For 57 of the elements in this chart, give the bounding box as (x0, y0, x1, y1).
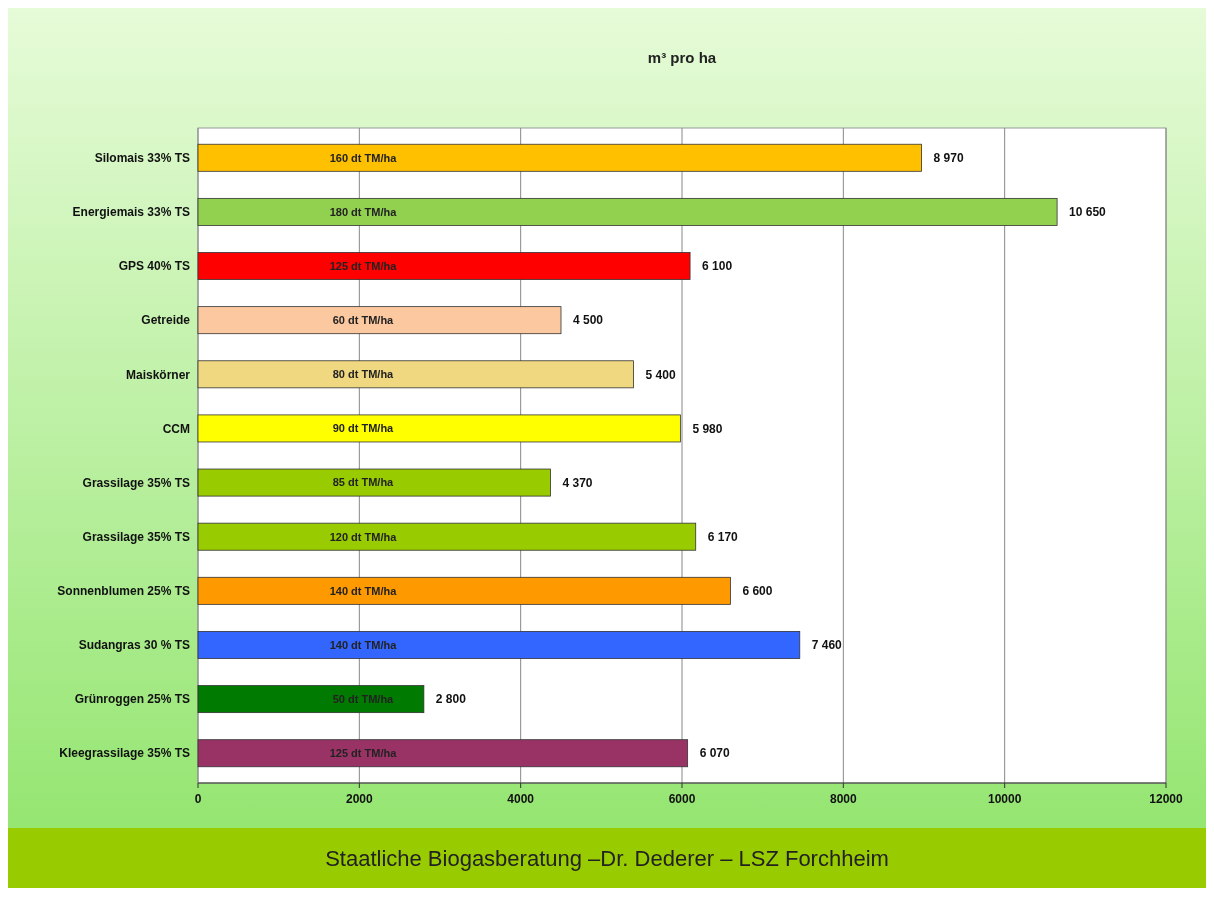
annotation: 85 dt TM/ha (332, 476, 395, 489)
data-label: 2 800 (435, 692, 467, 707)
bar (197, 685, 425, 714)
y-tick-label: Kleegrassilage 35% TS (59, 746, 190, 761)
annotation: 125 dt TM/ha (329, 259, 398, 272)
x-tick-label: 10000 (987, 792, 1022, 806)
data-label: 6 600 (742, 584, 773, 599)
bar (197, 414, 681, 443)
data-label: 6 100 (702, 259, 733, 274)
data-label: 6 070 (699, 746, 730, 761)
y-tick-label: Sudangras 30 % TS (78, 638, 190, 653)
y-tick-label: Sonnenblumen 25% TS (57, 584, 190, 599)
y-tick-label: Getreide (141, 313, 191, 328)
bar (197, 252, 691, 280)
bar (197, 522, 697, 551)
data-label: 5 980 (692, 421, 723, 436)
x-tick-label: 2000 (345, 792, 373, 806)
annotation: 120 dt TM/ha (329, 530, 398, 543)
x-tick-label: 4000 (507, 792, 535, 806)
bar (197, 739, 689, 768)
text: Staatliche Biogasberatung –Dr. Dederer – LSZ Forchheim (325, 845, 889, 871)
data-label: 4 370 (562, 475, 593, 490)
chart-title: m³ pro ha (647, 49, 717, 66)
y-tick-label: GPS 40% TS (118, 259, 190, 274)
y-tick-label: Silomais 33% TS (94, 150, 190, 165)
data-label: 5 400 (645, 367, 676, 382)
x-tick-label: 6000 (668, 792, 696, 806)
annotation: 50 dt TM/ha (332, 692, 395, 705)
bar (197, 631, 801, 659)
x-tick-label: 8000 (829, 792, 857, 806)
data-label: 7 460 (811, 638, 843, 653)
annotation: 160 dt TM/ha (329, 151, 398, 164)
bar (197, 143, 922, 172)
data-label: 8 970 (933, 150, 964, 165)
y-tick-label: CCM (162, 421, 190, 436)
y-tick-label: Grassilage 35% TS (82, 475, 190, 490)
data-label: 10 650 (1069, 205, 1107, 220)
x-tick-label: 0 (194, 792, 202, 806)
bar (197, 197, 1058, 226)
y-tick-label: Grünroggen 25% TS (74, 692, 190, 707)
annotation: 60 dt TM/ha (332, 314, 395, 327)
annotation: 90 dt TM/ha (332, 422, 395, 435)
annotation: 140 dt TM/ha (329, 638, 398, 651)
annotation: 140 dt TM/ha (329, 584, 398, 597)
y-tick-label: Maiskörner (125, 367, 191, 382)
bar (197, 306, 562, 335)
x-tick-label: 12000 (1149, 792, 1184, 806)
bar (197, 576, 731, 605)
annotation: 180 dt TM/ha (329, 205, 398, 218)
bar (197, 468, 551, 497)
data-label: 6 170 (707, 529, 739, 544)
y-tick-label: Grassilage 35% TS (82, 529, 190, 544)
annotation: 80 dt TM/ha (332, 368, 395, 381)
y-tick-label: Energiemais 33% TS (72, 205, 190, 220)
bar (197, 360, 634, 389)
annotation: 125 dt TM/ha (329, 747, 398, 760)
data-label: 4 500 (573, 313, 604, 328)
